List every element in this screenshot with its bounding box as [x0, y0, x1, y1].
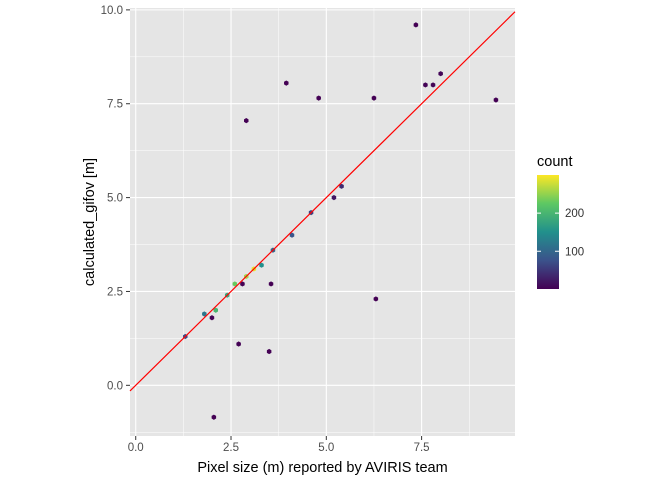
hex-bin — [339, 183, 344, 189]
hex-bin — [236, 341, 241, 347]
x-tick-label: 7.5 — [414, 442, 430, 454]
y-tick-label: 7.5 — [107, 99, 123, 111]
hex-bin — [268, 281, 274, 287]
plot-panel — [129, 8, 516, 436]
hex-bin — [423, 82, 428, 88]
hex-bin — [259, 262, 264, 268]
x-tick-label: 2.5 — [223, 442, 239, 454]
x-tick-label: 5.0 — [318, 442, 334, 454]
color-legend: count 100 200 — [537, 154, 584, 289]
hex-bin — [413, 22, 419, 28]
hex-bin — [209, 315, 215, 321]
hex-bin — [284, 80, 289, 86]
hex-bin — [213, 307, 219, 313]
major-grid — [130, 8, 515, 436]
hex-bin — [232, 281, 238, 287]
y-axis-title: calculated_gifov [m] — [82, 158, 98, 286]
legend-tick-label: 200 — [565, 208, 584, 220]
y-tick-label: 10.0 — [101, 5, 123, 17]
legend-ticks: 100 200 — [537, 208, 584, 258]
y-axis: 0.0 2.5 5.0 7.5 10.0 — [101, 5, 130, 392]
y-tick-label: 0.0 — [107, 380, 123, 392]
x-axis-title: Pixel size (m) reported by AVIRIS team — [197, 460, 447, 476]
hex-bin — [244, 118, 249, 124]
legend-colorbar — [537, 175, 559, 289]
hex-bin — [493, 97, 499, 103]
x-axis: 0.0 2.5 5.0 7.5 — [128, 436, 430, 454]
legend-tick-label: 100 — [565, 246, 584, 258]
hex-bin — [430, 82, 436, 88]
hex-bin — [438, 71, 443, 77]
plot-panel-background — [130, 8, 515, 436]
legend-title: count — [537, 154, 572, 170]
hex-bin — [202, 311, 207, 317]
y-tick-label: 5.0 — [107, 193, 123, 205]
hex-bin — [266, 348, 272, 355]
hex-bin — [316, 95, 321, 101]
x-tick-label: 0.0 — [128, 442, 144, 454]
hex-bin — [289, 232, 295, 238]
minor-grid — [130, 8, 515, 436]
hex-bin — [240, 281, 245, 287]
hex-bin — [211, 414, 217, 420]
hex-bin — [371, 95, 377, 101]
reference-line — [129, 11, 516, 392]
hex-bin — [331, 195, 337, 201]
y-tick-label: 2.5 — [107, 286, 123, 298]
hex-bin — [373, 296, 379, 302]
